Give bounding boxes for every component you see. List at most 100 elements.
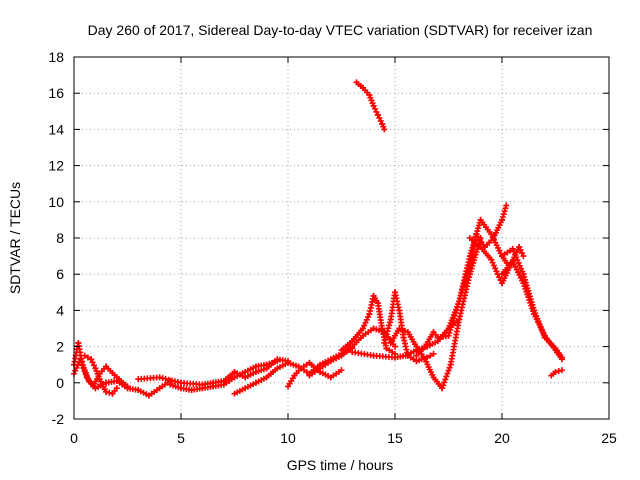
data-point-marker <box>373 108 380 115</box>
data-point-marker <box>441 379 448 386</box>
x-tick-label: 20 <box>494 430 510 446</box>
data-point-marker <box>501 208 508 215</box>
data-point-marker <box>513 254 520 261</box>
data-point-marker <box>386 319 393 326</box>
data-point-marker <box>124 383 131 390</box>
data-point-marker <box>383 331 390 338</box>
data-point-marker <box>90 362 97 369</box>
data-point-marker <box>392 343 398 350</box>
data-point-marker <box>500 211 507 218</box>
data-series-arc-1 <box>71 339 174 399</box>
data-point-marker <box>510 248 517 255</box>
data-point-marker <box>78 359 85 366</box>
data-point-marker <box>558 367 565 374</box>
data-point-marker <box>84 354 91 361</box>
y-tick-label: -2 <box>52 411 65 427</box>
y-tick-label: 10 <box>48 194 64 210</box>
data-point-marker <box>376 114 383 121</box>
data-point-marker <box>274 358 281 365</box>
data-point-marker <box>384 328 391 335</box>
data-point-marker <box>558 356 565 363</box>
data-point-marker <box>443 373 450 380</box>
data-point-marker <box>445 332 452 339</box>
data-point-marker <box>385 325 392 332</box>
data-point-marker <box>430 350 437 357</box>
data-point-marker <box>88 356 95 363</box>
x-tick-label: 15 <box>387 430 403 446</box>
data-point-marker <box>555 368 562 375</box>
data-point-marker <box>515 259 522 266</box>
data-series-arc-18 <box>499 258 565 363</box>
data-point-marker <box>382 334 389 341</box>
y-tick-label: 16 <box>48 85 64 101</box>
data-point-marker <box>552 368 559 375</box>
data-point-marker <box>439 385 446 392</box>
x-tick-label: 5 <box>177 430 185 446</box>
data-point-marker <box>374 111 381 118</box>
grid-layer <box>74 57 609 419</box>
tick-layer: 0 5 10 15 20 25 -2 0 2 4 6 8 10 12 14 16 18 <box>48 49 617 446</box>
data-point-marker <box>381 339 388 346</box>
data-point-marker <box>440 382 447 389</box>
data-point-marker <box>372 105 379 112</box>
data-point-marker <box>499 216 505 223</box>
data-point-marker <box>519 268 526 275</box>
x-axis-title: GPS time / hours <box>287 457 394 473</box>
data-point-marker <box>516 244 523 251</box>
data-point-marker <box>82 371 89 378</box>
data-point-marker <box>442 376 449 383</box>
data-point-marker <box>338 367 345 374</box>
y-tick-label: 18 <box>48 49 64 65</box>
y-tick-label: 0 <box>56 375 64 391</box>
y-axis-title: SDTVAR / TECUs <box>7 182 23 294</box>
x-tick-label: 0 <box>70 430 78 446</box>
y-tick-label: 14 <box>48 121 64 137</box>
data-point-marker <box>386 322 393 329</box>
data-point-marker <box>499 214 506 221</box>
data-point-marker <box>509 245 516 252</box>
data-series-arc-10 <box>353 79 388 133</box>
y-tick-label: 12 <box>48 158 64 174</box>
data-point-marker <box>503 202 510 209</box>
data-point-marker <box>518 265 525 272</box>
data-point-marker <box>520 253 527 260</box>
y-tick-label: 4 <box>56 302 64 318</box>
data-point-marker <box>446 364 453 371</box>
data-point-marker <box>517 247 524 254</box>
data-point-marker <box>514 257 521 264</box>
data-point-marker <box>512 251 519 258</box>
data-point-marker <box>106 389 113 396</box>
data-point-marker <box>377 117 384 124</box>
data-point-marker <box>81 352 88 359</box>
data-point-marker <box>496 274 503 281</box>
data-series-arc-15 <box>445 202 510 332</box>
data-point-marker <box>427 352 434 359</box>
data-series-arc-3 <box>81 352 120 397</box>
data-point-marker <box>381 126 388 133</box>
data-point-marker <box>81 368 88 375</box>
data-point-marker <box>370 102 377 109</box>
data-series-arc-5 <box>167 358 281 394</box>
x-tick-label: 10 <box>280 430 296 446</box>
data-point-marker <box>89 359 96 366</box>
data-point-marker <box>113 385 120 392</box>
data-point-marker <box>79 362 86 369</box>
data-point-marker <box>103 388 110 395</box>
data-series-arc-7 <box>285 359 345 390</box>
y-tick-label: 2 <box>56 339 64 355</box>
chart-title: Day 260 of 2017, Sidereal Day-to-day VTE… <box>88 22 593 38</box>
data-point-marker <box>444 370 451 377</box>
data-series-arc-2 <box>71 356 131 390</box>
y-tick-label: 8 <box>56 230 64 246</box>
data-point-marker <box>80 365 87 372</box>
data-point-marker <box>518 250 525 257</box>
data-point-marker <box>516 262 523 269</box>
data-point-marker <box>446 329 453 336</box>
data-series-arc-19 <box>548 367 565 379</box>
y-tick-label: 6 <box>56 266 64 282</box>
data-point-marker <box>445 367 452 374</box>
data-layer <box>71 79 565 399</box>
x-tick-label: 25 <box>601 430 617 446</box>
